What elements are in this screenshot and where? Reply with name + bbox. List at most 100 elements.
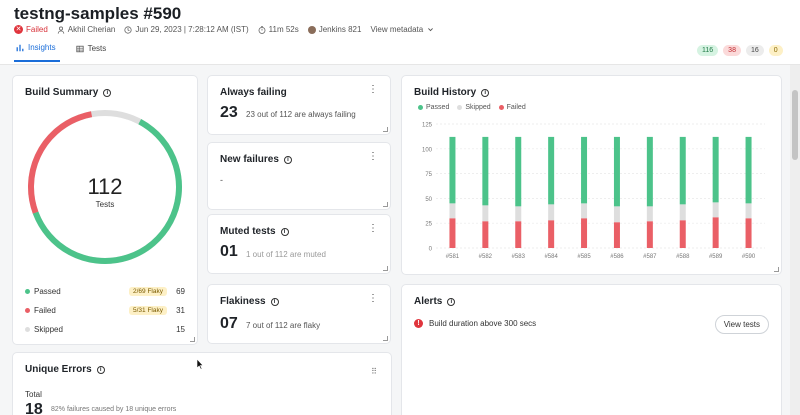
info-icon[interactable]: i	[270, 297, 279, 306]
build-history-title: Build History	[414, 87, 477, 98]
more-options-icon[interactable]: ⋮	[368, 151, 378, 162]
date-text: Jun 29, 2023 | 7:28:12 AM (IST)	[135, 25, 249, 34]
more-options-icon[interactable]: ⋮	[368, 223, 378, 234]
clock-icon	[124, 25, 132, 34]
legend-label: Failed	[506, 104, 526, 111]
bar-segment-passed	[712, 136, 719, 203]
flaky-badge: 5/31 Flaky	[129, 306, 167, 315]
muted-tests-desc: 1 out of 112 are muted	[246, 250, 326, 259]
bar-segment-skipped	[679, 204, 686, 221]
bar-segment-skipped	[745, 203, 752, 219]
bar-segment-passed	[581, 136, 588, 204]
info-icon[interactable]: i	[283, 155, 292, 164]
resize-handle[interactable]	[383, 266, 388, 271]
bar-segment-failed	[613, 222, 620, 248]
flaky-count-badge: 0	[768, 45, 783, 56]
tab-bar: Insights Tests	[14, 43, 124, 62]
bar-segment-passed	[613, 136, 620, 207]
new-failures-value: -	[220, 175, 223, 185]
card-title: Always failing	[220, 87, 287, 98]
card-title: Alerts i	[414, 296, 456, 307]
alerts-card: Alerts i ! Build duration above 300 secs…	[401, 284, 782, 415]
y-tick-label: 0	[429, 247, 433, 253]
chart-legend: Passed Skipped Failed	[418, 104, 534, 111]
bar-segment-skipped	[449, 203, 456, 219]
legend-label: Passed	[34, 287, 61, 296]
runner: Jenkins 821	[307, 25, 361, 34]
user-icon	[57, 26, 64, 34]
resize-handle[interactable]	[383, 202, 388, 207]
x-tick-label: #588	[676, 254, 690, 260]
failed-swatch	[25, 308, 30, 313]
failed-count-badge: 38	[723, 45, 741, 56]
skipped-count-badge: 16	[745, 45, 764, 56]
bar-segment-failed	[745, 218, 752, 248]
alert-item: ! Build duration above 300 secs	[414, 319, 536, 328]
info-icon[interactable]: i	[447, 297, 456, 306]
bar-segment-passed	[679, 136, 686, 205]
bar-segment-failed	[712, 217, 719, 248]
skipped-swatch	[25, 327, 30, 332]
info-icon[interactable]: i	[96, 365, 105, 374]
always-failing-title: Always failing	[220, 87, 287, 98]
card-title: Muted tests i	[220, 226, 289, 237]
card-title: New failures i	[220, 154, 292, 165]
card-title: Build History i	[414, 87, 490, 98]
resize-handle[interactable]	[190, 337, 195, 342]
donut-failed-segment	[28, 110, 182, 264]
view-tests-button[interactable]: View tests	[714, 315, 769, 334]
resize-handle[interactable]	[383, 336, 388, 341]
bar-segment-skipped	[548, 204, 555, 221]
flakiness-value: 07	[220, 315, 238, 332]
x-tick-label: #586	[610, 254, 624, 260]
more-options-icon[interactable]: ⋮	[368, 293, 378, 304]
card-title: Build Summary i	[25, 87, 112, 98]
scrollbar-track[interactable]	[790, 65, 800, 415]
info-icon[interactable]: i	[481, 88, 490, 97]
tab-tests[interactable]: Tests	[74, 43, 111, 62]
bar-segment-passed	[646, 136, 653, 207]
view-metadata-link[interactable]: View metadata	[370, 25, 434, 34]
legend-count: 31	[176, 306, 185, 315]
skipped-swatch	[457, 105, 463, 110]
build-summary-title: Build Summary	[25, 87, 99, 98]
x-tick-label: #589	[709, 254, 723, 260]
more-options-icon[interactable]: ⋮	[368, 84, 378, 95]
duration-text: 11m 52s	[268, 25, 299, 34]
passed-swatch	[418, 105, 423, 110]
flakiness-desc: 7 out of 112 are flaky	[246, 321, 321, 330]
build-summary-card: Build Summary i 112 Tests Passed 2/69 Fl…	[12, 75, 198, 345]
unique-errors-card: Unique Errors i ⠿ Total 18 82% failures …	[12, 352, 392, 415]
bar-segment-failed	[548, 220, 555, 248]
bar-segment-passed	[548, 136, 555, 205]
scrollbar-thumb[interactable]	[792, 90, 798, 160]
bar-segment-passed	[482, 136, 489, 206]
muted-tests-card: Muted tests i ⋮ 01 1 out of 112 are mute…	[207, 214, 391, 274]
chevron-down-icon	[428, 28, 434, 32]
unique-errors-value: 18	[25, 401, 43, 415]
legend-failed: Failed 5/31 Flaky 31	[25, 306, 185, 315]
new-failures-title: New failures	[220, 154, 279, 165]
resize-handle[interactable]	[774, 267, 779, 272]
bar-segment-skipped	[482, 205, 489, 222]
failed-icon: ✕	[14, 25, 23, 34]
bar-segment-passed	[745, 136, 752, 204]
passed-swatch	[25, 289, 30, 294]
summary-total-label: Tests	[95, 200, 115, 209]
unique-errors-desc: 82% failures caused by 18 unique errors	[51, 406, 177, 413]
bar-segment-passed	[515, 136, 522, 207]
bar-segment-passed	[449, 136, 456, 204]
alerts-title: Alerts	[414, 296, 443, 307]
always-failing-value: 23	[220, 104, 238, 121]
tab-insights[interactable]: Insights	[14, 43, 60, 62]
x-tick-label: #581	[446, 254, 460, 260]
card-title: Unique Errors i	[25, 364, 105, 375]
info-icon[interactable]: i	[280, 227, 289, 236]
drag-handle-icon[interactable]: ⠿	[371, 367, 377, 376]
bar-chart-icon	[16, 44, 24, 51]
resize-handle[interactable]	[383, 127, 388, 132]
alert-message: Build duration above 300 secs	[429, 319, 537, 328]
bar-segment-failed	[449, 218, 456, 248]
info-icon[interactable]: i	[103, 88, 112, 97]
y-tick-label: 25	[425, 222, 432, 228]
